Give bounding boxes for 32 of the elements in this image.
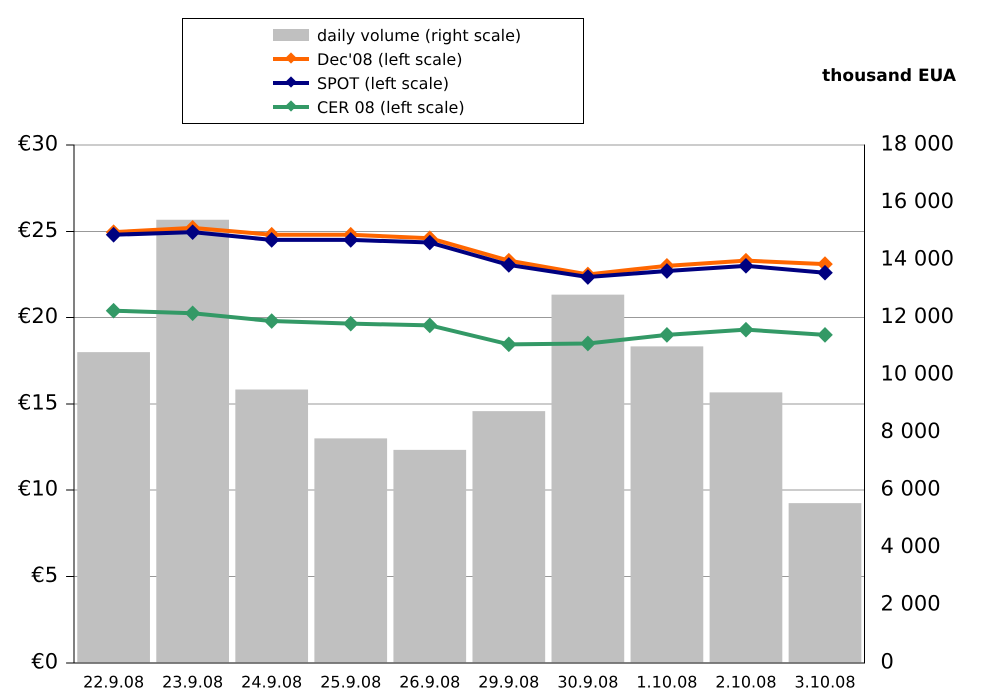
y-tick-label: €10 <box>18 476 58 501</box>
y2-tick-label: 18 000 <box>880 131 954 156</box>
y2-tick-label: 12 000 <box>880 304 954 328</box>
x-tick-label: 22.9.08 <box>83 672 144 692</box>
y2-tick-label: 0 <box>880 649 894 674</box>
y2-tick-label: 8 000 <box>880 419 941 444</box>
x-tick-label: 29.9.08 <box>478 672 540 692</box>
x-tick-label: 26.9.08 <box>399 672 460 692</box>
y-tick-label: €0 <box>31 649 58 674</box>
legend-label: daily volume (right scale) <box>317 26 522 44</box>
legend-label: Dec'08 (left scale) <box>317 50 463 68</box>
x-tick-label: 1.10.08 <box>636 672 698 692</box>
y-tick-label: €20 <box>18 304 58 328</box>
y2-tick-label: 16 000 <box>880 188 954 213</box>
y2-tick-label: 4 000 <box>880 534 941 558</box>
legend-label: CER 08 (left scale) <box>317 98 465 116</box>
y-tick-label: €15 <box>18 390 58 414</box>
y2-axis-title: thousand EUA <box>822 66 956 86</box>
x-tick-label: 24.9.08 <box>241 672 302 692</box>
legend-label: SPOT (left scale) <box>317 74 449 92</box>
y2-tick-label: 10 000 <box>880 362 954 386</box>
x-tick-label: 3.10.08 <box>794 672 856 692</box>
y-tick-label: €25 <box>18 218 58 242</box>
x-tick-label: 23.9.08 <box>162 672 224 692</box>
y2-tick-label: 2 000 <box>880 592 941 616</box>
x-tick-label: 2.10.08 <box>715 672 776 692</box>
y-tick-label: €30 <box>18 131 58 156</box>
y-tick-label: €5 <box>31 562 58 587</box>
x-tick-label: 25.9.08 <box>320 672 382 692</box>
y2-tick-label: 6 000 <box>880 476 941 501</box>
y2-tick-label: 14 000 <box>880 246 954 271</box>
x-tick-label: 30.9.08 <box>557 672 618 692</box>
